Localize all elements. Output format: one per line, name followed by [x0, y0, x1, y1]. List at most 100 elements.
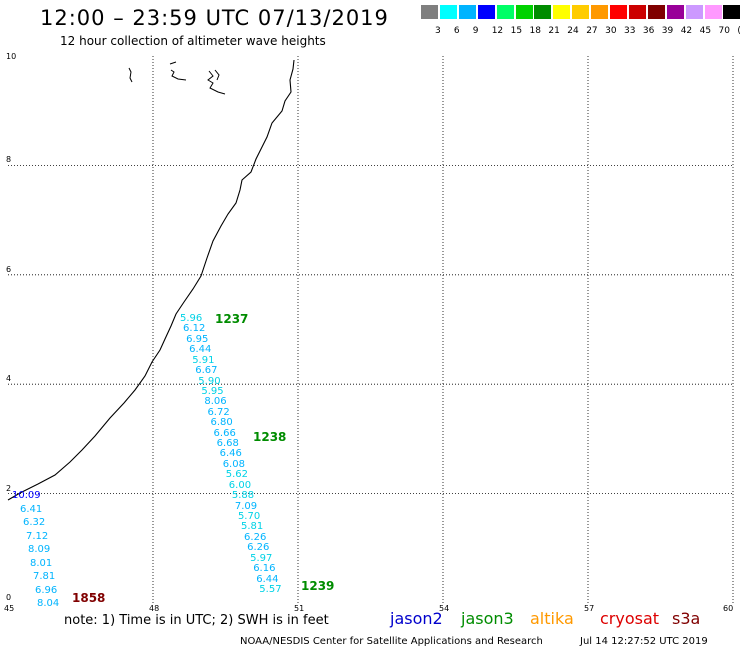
swh-value: 6.44 [256, 573, 279, 585]
satellite-altika-label: altika [530, 609, 574, 628]
swh-value: 5.88 [231, 490, 255, 502]
x-tick-label: 60 [723, 604, 734, 613]
scale-swatch [477, 5, 495, 19]
scale-label: 39 [661, 26, 674, 36]
scale-swatch [515, 5, 533, 19]
swh-value: 6.67 [195, 365, 218, 377]
swh-value: 6.44 [189, 344, 212, 356]
scale-swatch [647, 5, 665, 19]
pass-time-label: 1238 [253, 430, 287, 444]
scale-label: 70 [718, 26, 730, 36]
scale-swatch [704, 5, 722, 19]
lat-lon-grid [8, 56, 734, 603]
scale-label: 36 [642, 26, 655, 36]
y-tick-label: 10 [6, 52, 17, 61]
x-tick-label: 45 [4, 604, 15, 613]
x-tick-label: 48 [149, 604, 160, 613]
scale-label: 45 [699, 26, 712, 36]
y-tick-label: 2 [6, 483, 12, 493]
scale-swatch [685, 5, 703, 19]
swh-value: 6.26 [247, 542, 270, 554]
scale-label: 21 [548, 26, 560, 36]
scale-label: 12 [491, 26, 504, 36]
swh-value: 8.09 [28, 544, 51, 555]
x-tick-label: 57 [584, 604, 595, 613]
swh-value: 5.70 [237, 510, 261, 522]
swh-value: 6.32 [23, 517, 46, 528]
scale-label: 30 [605, 26, 617, 36]
scale-label: 6 [453, 26, 460, 36]
swh-value: 6.12 [183, 323, 206, 335]
scale-swatch [628, 5, 646, 19]
y-tick-label: 6 [6, 264, 12, 274]
satellite-jason3-label: jason3 [461, 609, 514, 628]
pass-time-label: 1858 [72, 591, 106, 605]
scale-swatch [458, 5, 476, 19]
satellite-cryosat-label: cryosat [600, 609, 660, 628]
swh-value: 6.41 [20, 503, 43, 515]
scale-swatch [421, 5, 438, 19]
scale-swatch [496, 5, 514, 19]
scale-label: 3 [435, 26, 441, 36]
island [128, 67, 133, 83]
scale-swatch [553, 5, 571, 19]
swh-value: 5.62 [225, 469, 249, 481]
swh-value: 7.81 [33, 571, 56, 582]
swh-value: 6.68 [216, 438, 239, 450]
scale-swatch [439, 5, 457, 19]
scale-label: 15 [510, 26, 523, 36]
map-subtitle: 12 hour collection of altimeter wave hei… [60, 34, 326, 48]
swh-value: 6.96 [35, 584, 58, 596]
credit-text: NOAA/NESDIS Center for Satellite Applica… [240, 636, 543, 647]
satellite-jason2-label: jason2 [390, 609, 443, 628]
timestamp-text: Jul 14 12:27:52 UTC 2019 [580, 636, 708, 647]
y-tick-label: 4 [6, 374, 12, 384]
swh-value: 5.81 [241, 521, 264, 533]
swh-value: 6.16 [253, 563, 276, 575]
scale-label: (ft) [737, 26, 740, 36]
scale-swatch [534, 5, 552, 19]
scale-label: 33 [624, 26, 636, 36]
swh-value: 5.90 [198, 375, 221, 387]
scale-label: 18 [529, 26, 541, 36]
scale-label: 9 [472, 26, 479, 36]
island-shapes [128, 61, 226, 95]
swh-value: 10.09 [12, 490, 41, 501]
scale-swatch [591, 5, 609, 19]
y-tick-label: 8 [6, 155, 12, 165]
swh-value: 5.57 [259, 583, 282, 595]
swh-value: 5.96 [180, 313, 203, 324]
swh-value: 5.91 [192, 354, 215, 366]
y-tick-label: 0 [6, 593, 12, 602]
x-tick-label: 51 [294, 604, 305, 613]
island [207, 69, 226, 95]
swh-value: 8.01 [30, 557, 53, 569]
scale-label: 27 [586, 26, 598, 36]
scale-label: 24 [567, 26, 579, 36]
island [169, 61, 187, 81]
scale-swatch [610, 5, 627, 19]
note-text: note: 1) Time is in UTC; 2) SWH is in fe… [64, 613, 329, 628]
swh-value: 5.97 [250, 552, 273, 564]
coastline [7, 59, 295, 501]
pass-time-label: 1237 [215, 312, 249, 326]
swh-value: 7.09 [234, 500, 258, 512]
map-title: 12:00 – 23:59 UTC 07/13/2019 [40, 6, 389, 30]
swh-value: 8.06 [204, 396, 227, 408]
scale-swatch [572, 5, 590, 19]
swh-value: 6.66 [213, 427, 236, 439]
scale-label: 42 [680, 26, 693, 36]
swh-value: 6.26 [244, 531, 267, 543]
scale-swatch [723, 5, 740, 19]
swh-value: 6.00 [228, 479, 252, 491]
satellite-s3a-label: s3a [672, 609, 701, 628]
swh-value: 6.08 [222, 458, 245, 470]
scale-swatch [666, 5, 684, 19]
swh-value: 6.72 [207, 406, 230, 418]
swh-value: 6.46 [219, 448, 242, 460]
pass-time-label: 1239 [301, 579, 335, 593]
swh-value: 6.80 [210, 417, 233, 429]
swh-value: 8.04 [37, 598, 60, 609]
swh-value: 5.95 [201, 385, 224, 397]
